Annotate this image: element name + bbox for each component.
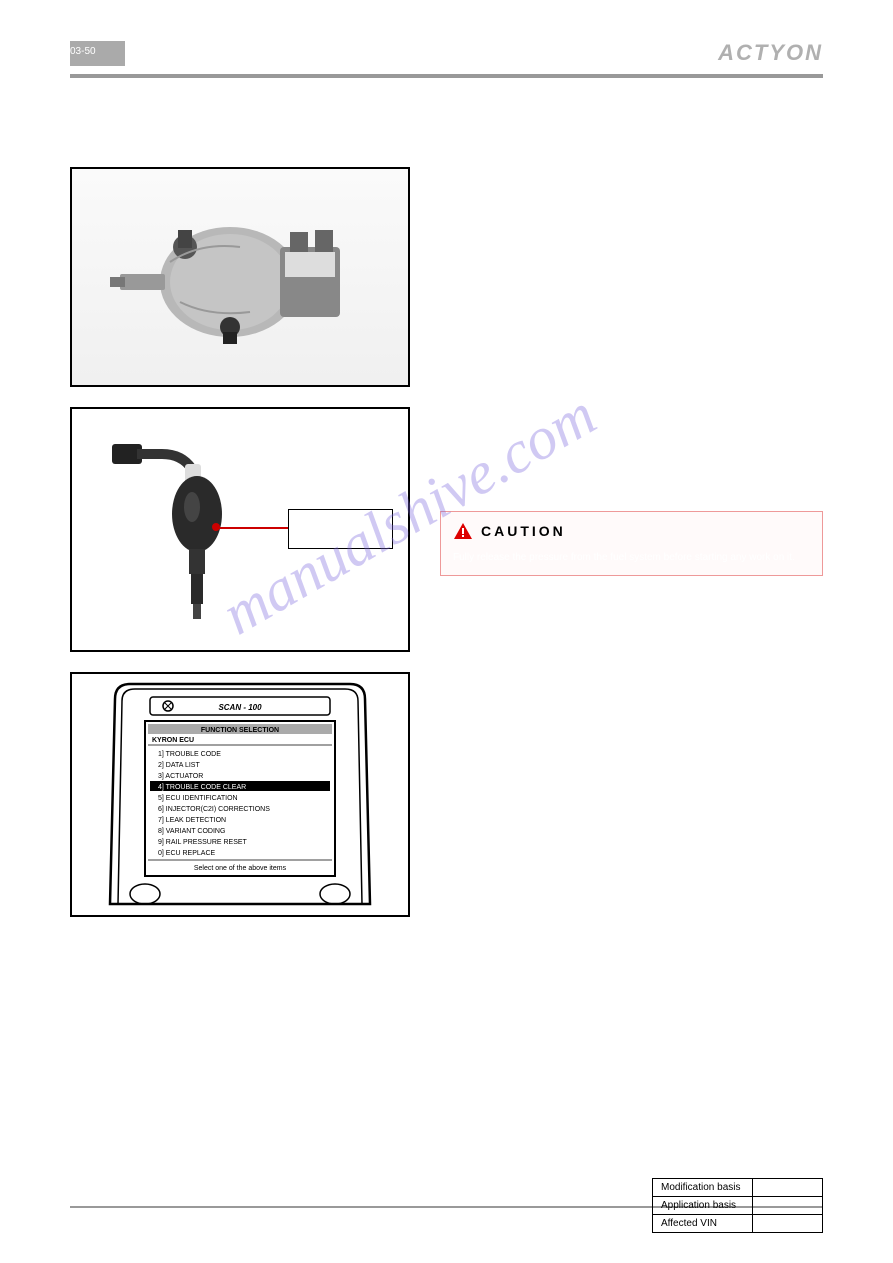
header-left: 03-50 FUEL SYSTEM [70,41,205,66]
scanner-menu-item: 9] RAIL PRESSURE RESET [158,839,248,846]
priming-illustration [97,429,297,629]
scanner-menu-item: 1] TROUBLE CODE [158,751,221,758]
hp-pump-image [70,167,410,387]
warning-icon [453,522,473,540]
page-header: 03-50 FUEL SYSTEM ACTYON [70,40,823,78]
scanner-menu-item-selected: 4] TROUBLE CODE CLEAR [158,784,246,791]
scanner-device-title: SCAN - 100 [218,703,262,712]
callout-line [217,527,292,529]
scanner-menu-item: 7] LEAK DETECTION [158,817,226,824]
scanner-image: SCAN - 100 FUNCTION SELECTION KYRON ECU … [70,672,410,917]
footer-table: Modification basis Application basis Aff… [652,1178,823,1233]
table-row: Application basis [653,1197,823,1215]
scanner-ecu-name: KYRON ECU [152,737,194,744]
content-row: Priming Pump SCAN - 100 FUNCTION SELE [70,167,823,937]
scanner-menu-item: 0] ECU REPLACE [158,850,216,857]
callout-box: Priming Pump [288,509,393,549]
intro-text: Park the vehicle on a level ground and a… [440,167,823,185]
scanner-function-header: FUNCTION SELECTION [201,727,279,734]
footer-label: Affected VIN [653,1215,753,1233]
scanner-menu-item: 3] ACTUATOR [158,773,203,780]
scanner-menu-item: 5] ECU IDENTIFICATION [158,795,238,802]
caution-header: CAUTION [453,522,810,540]
scanner-menu-item: 8] VARIANT CODING [158,828,225,835]
footer-label: Modification basis [653,1179,753,1197]
footer-label: Application basis [653,1197,753,1215]
scanner-menu-item: 6] INJECTOR(C2I) CORRECTIONS [158,806,270,813]
section-code: 03-50 [70,46,96,57]
caution-box: CAUTION Fully release the pressure from … [440,511,823,576]
scanner-illustration: SCAN - 100 FUNCTION SELECTION KYRON ECU … [90,679,390,909]
step-1: 1. Prepare a new HP pump, priming pump a… [440,200,823,219]
main-title: 2. REPLACEMENT OF HP PUMP [70,108,823,125]
right-column: Park the vehicle on a level ground and a… [440,167,823,937]
pump-illustration [110,192,370,362]
brand-logo: ACTYON [718,40,823,66]
scanner-menu-item: 2] DATA LIST [158,762,200,769]
section-code-box: 03-50 [70,41,125,66]
footer-value [753,1215,823,1233]
footer-value [753,1197,823,1215]
table-row: Modification basis [653,1179,823,1197]
footer-date: 2006-03 [70,1213,103,1223]
sub-title: Preparation [70,140,823,155]
section-label: FUEL SYSTEM [129,47,205,59]
priming-pump-image: Priming Pump [70,407,410,652]
caution-text: Fully release the pressure from the fuel… [453,550,810,565]
scanner-footer-text: Select one of the above items [194,865,287,872]
caution-title: CAUTION [481,523,566,539]
footer-value [753,1179,823,1197]
callout-label: Priming Pump [312,524,369,534]
table-row: Affected VIN [653,1215,823,1233]
step-2: 2. Open the engine hood and remove the i… [440,601,823,638]
left-column: Priming Pump SCAN - 100 FUNCTION SELE [70,167,410,937]
